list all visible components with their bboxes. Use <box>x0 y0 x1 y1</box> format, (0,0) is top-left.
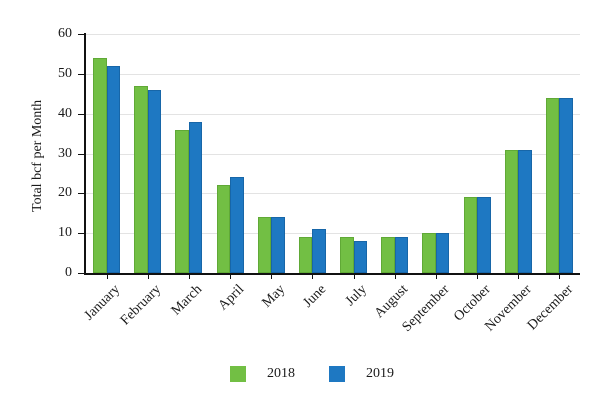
bar-2019-july <box>353 241 368 273</box>
y-tick-60 <box>78 34 86 35</box>
x-tick-october <box>477 274 479 279</box>
x-tick-december <box>559 274 561 279</box>
x-tick-january <box>106 274 108 279</box>
bar-2018-december <box>545 97 560 273</box>
bar-2019-april <box>230 177 244 273</box>
bar-2019-february <box>147 89 162 273</box>
bar-2019-january <box>106 65 121 273</box>
x-tick-september <box>435 274 437 279</box>
bar-2019-november <box>518 149 532 273</box>
y-tick-label: 0 <box>65 265 72 280</box>
bar-2019-december <box>559 97 573 273</box>
gridline-y-60 <box>86 34 580 35</box>
legend-label: 2019 <box>366 366 394 381</box>
y-tick-label: 10 <box>58 225 72 241</box>
x-tick-june <box>312 274 314 279</box>
y-tick-20 <box>78 193 86 195</box>
x-tick-april <box>230 274 232 279</box>
bar-2018-october <box>463 197 478 273</box>
legend-label: 2018 <box>267 366 295 381</box>
x-tick-march <box>188 274 190 279</box>
bar-2019-september <box>435 233 450 273</box>
y-tick-0 <box>78 273 86 274</box>
y-tick-40 <box>78 113 86 115</box>
bar-2018-august <box>381 237 395 273</box>
bar-2018-february <box>134 85 148 273</box>
gridline-y-20 <box>86 193 580 195</box>
bar-2018-september <box>422 233 436 273</box>
bar-2019-june <box>312 229 326 273</box>
x-tick-july <box>353 274 355 279</box>
legend-item-2018: 2018 <box>230 366 295 382</box>
gridline-y-40 <box>86 113 580 115</box>
x-tick-february <box>147 274 149 279</box>
y-tick-label: 30 <box>58 145 72 161</box>
bar-2018-november <box>504 149 519 273</box>
y-tick-label: 20 <box>58 185 72 201</box>
y-axis-line <box>84 33 86 275</box>
bar-2018-january <box>93 57 107 273</box>
bar-2018-march <box>175 129 189 273</box>
x-tick-may <box>271 274 273 279</box>
bar-2019-may <box>271 217 285 273</box>
x-axis-line <box>84 273 580 275</box>
y-tick-label: 40 <box>58 105 72 121</box>
y-tick-label: 60 <box>58 26 72 41</box>
bar-2019-august <box>394 237 409 273</box>
x-tick-label: December <box>524 282 577 334</box>
legend-swatch-2018 <box>230 366 246 382</box>
x-tick-august <box>394 274 396 279</box>
gridline-y-30 <box>86 153 580 155</box>
legend-item-2019: 2019 <box>329 366 394 382</box>
gridline-y-10 <box>86 233 580 235</box>
y-tick-label: 50 <box>58 65 72 81</box>
bar-2018-june <box>298 237 313 273</box>
bar-2018-april <box>216 185 231 273</box>
gridline-y-50 <box>86 73 580 75</box>
legend: 2018 2019 <box>230 366 394 382</box>
legend-swatch-2019 <box>329 366 345 382</box>
y-tick-30 <box>78 153 86 155</box>
bar-2018-july <box>340 237 354 273</box>
x-label-box: December <box>415 280 576 333</box>
x-tick-november <box>518 274 520 279</box>
y-tick-10 <box>78 233 86 235</box>
y-tick-50 <box>78 73 86 75</box>
bar-2019-october <box>477 197 491 273</box>
bar-2018-may <box>257 217 272 273</box>
bar-2019-march <box>188 121 203 273</box>
